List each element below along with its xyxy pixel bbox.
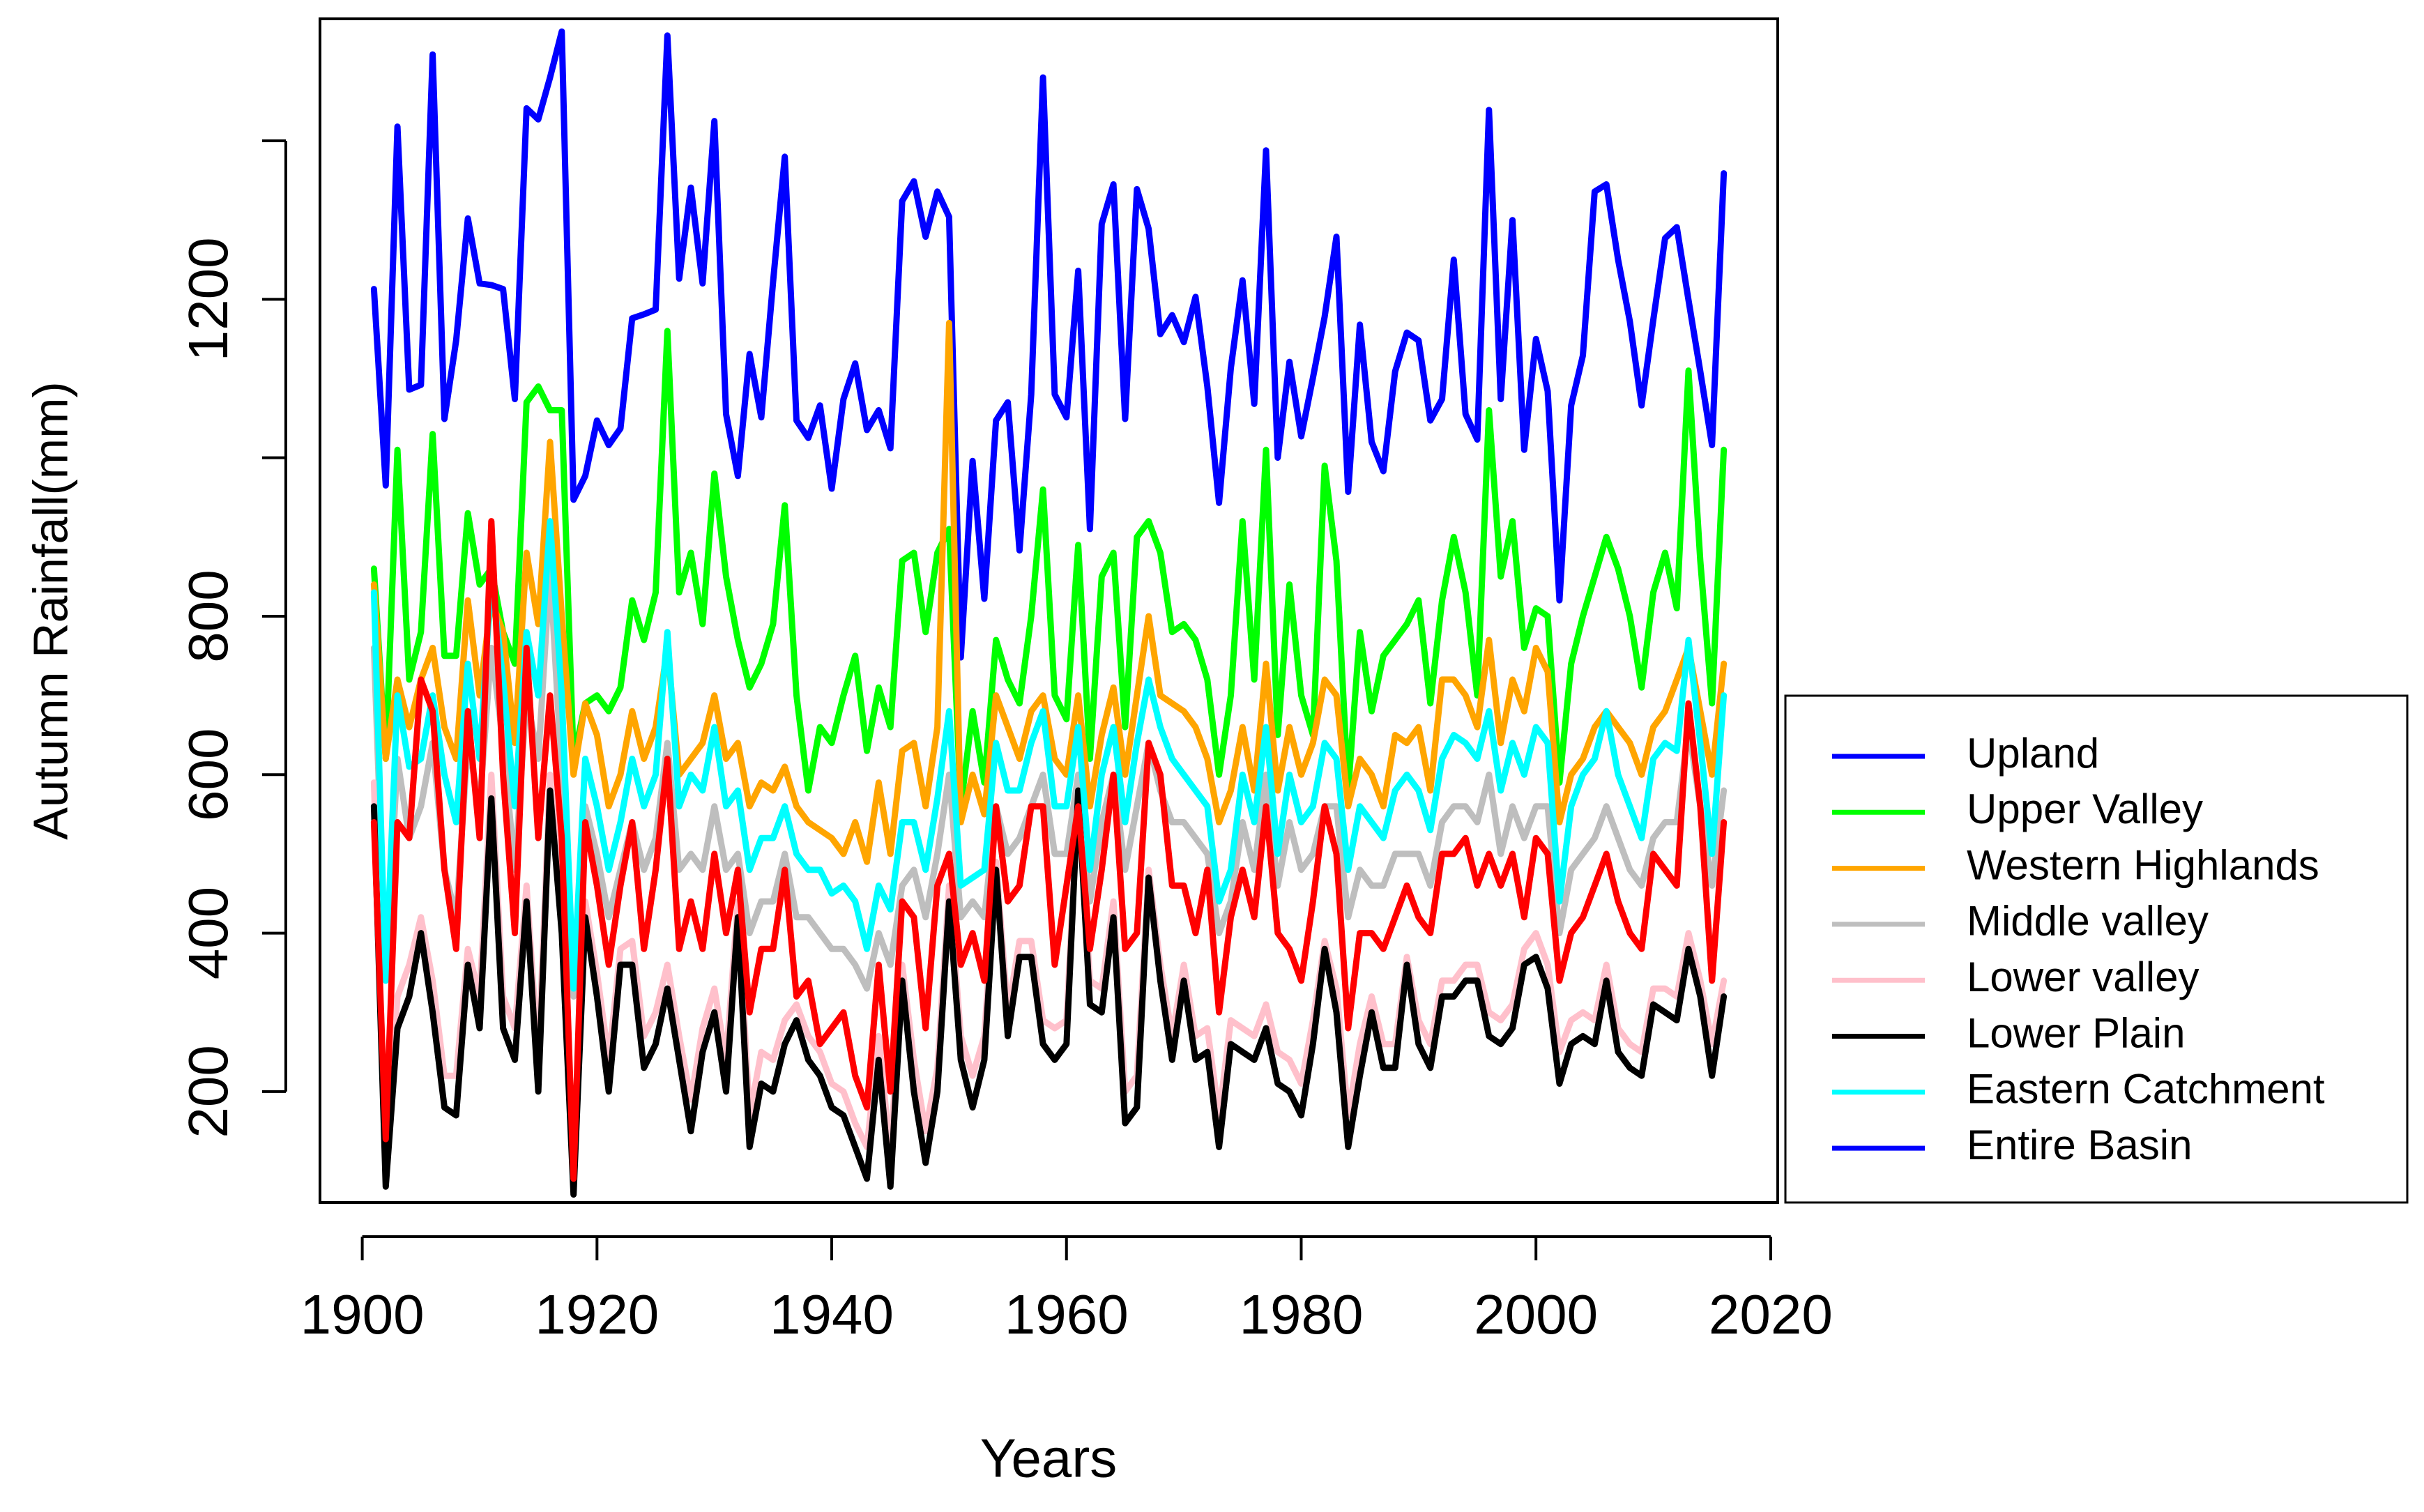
- legend-label: Middle valley: [1967, 898, 2209, 945]
- x-axis-label: Years: [980, 1428, 1118, 1489]
- x-tick-label: 2020: [1709, 1283, 1833, 1345]
- x-tick-label: 1940: [770, 1283, 894, 1345]
- legend-label: Upland: [1967, 730, 2099, 777]
- x-tick-label: 1980: [1239, 1283, 1363, 1345]
- y-axis-label: Autumn Rainfall(mm): [23, 381, 77, 839]
- series-line: [370, 319, 1728, 865]
- y-tick-label: 1200: [177, 237, 239, 361]
- legend-label: Lower Plain: [1967, 1009, 2186, 1056]
- legend-label: Entire Basin: [1967, 1122, 2193, 1168]
- series-line: [370, 28, 1728, 661]
- series-line: [370, 518, 1728, 992]
- y-tick-label: 200: [177, 1045, 239, 1138]
- y-tick-label: 800: [177, 570, 239, 662]
- series-line: [370, 771, 1728, 1182]
- legend-label: Western Highlands: [1967, 841, 2319, 888]
- x-tick-label: 1920: [535, 1283, 659, 1345]
- y-tick-label: 400: [177, 887, 239, 979]
- plot-frame: [319, 17, 1779, 1204]
- legend-label: Upper Valley: [1967, 786, 2203, 832]
- x-tick-label: 1900: [300, 1283, 425, 1345]
- x-tick-label: 1960: [1005, 1283, 1129, 1345]
- series-line: [370, 787, 1728, 1198]
- legend-box: [1784, 694, 2409, 1204]
- y-tick-label: 600: [177, 728, 239, 821]
- legend-label: Lower valley: [1967, 954, 2200, 1000]
- plot-lines: [370, 28, 1728, 1198]
- series-line: [370, 328, 1728, 810]
- series-line: [370, 565, 1728, 1000]
- legend-label: Eastern Catchment: [1967, 1066, 2325, 1113]
- x-tick-label: 2000: [1474, 1283, 1598, 1345]
- series-line: [370, 518, 1728, 1182]
